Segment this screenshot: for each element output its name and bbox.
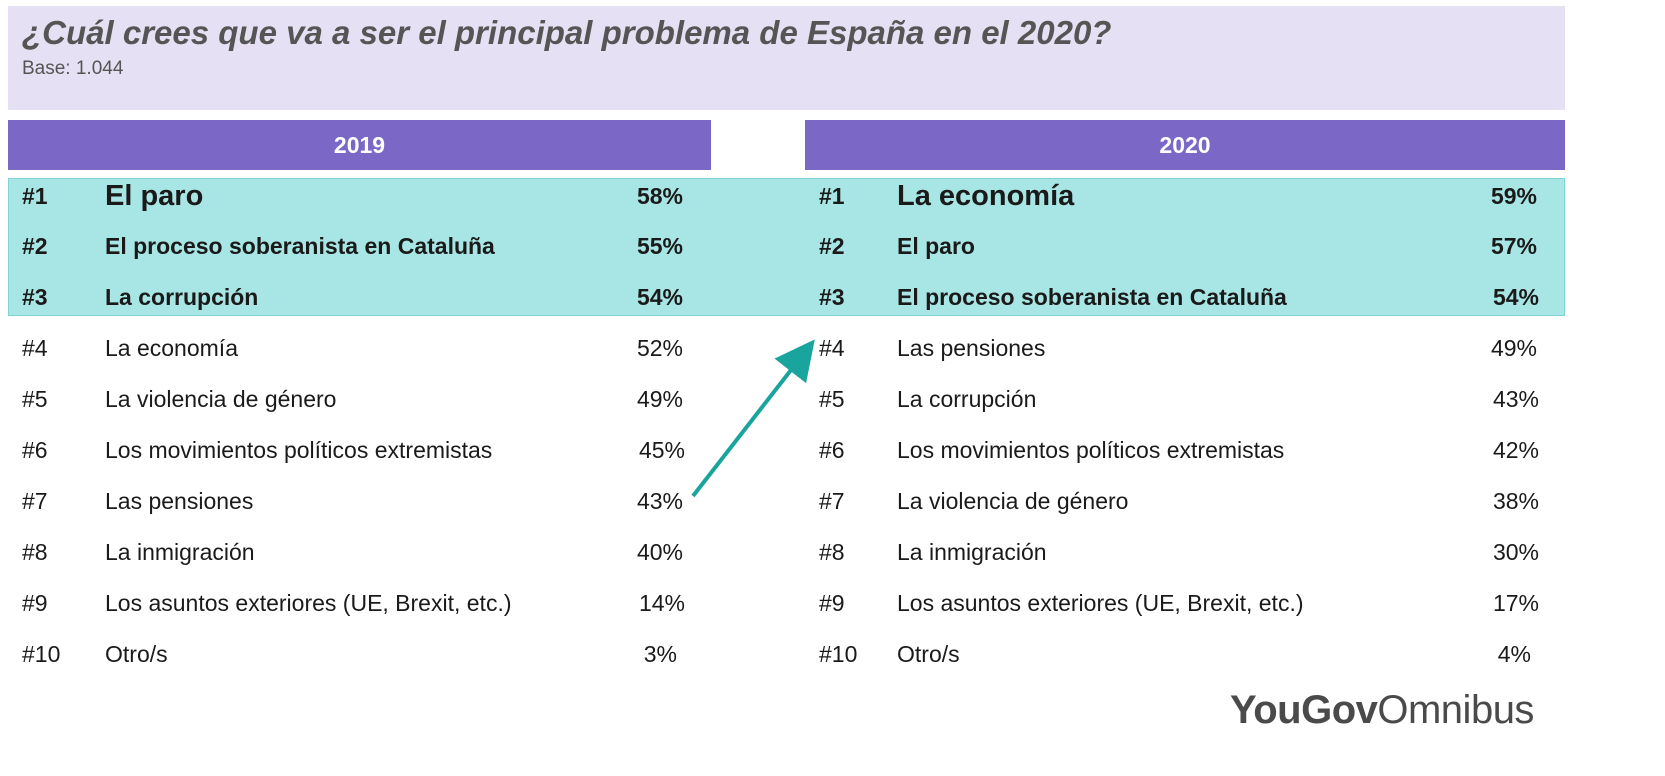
- chart-title: ¿Cuál crees que va a ser el principal pr…: [22, 14, 1112, 51]
- rank-label: #6: [819, 437, 845, 463]
- problem-label: La violencia de género: [105, 386, 337, 412]
- rank-label: #3: [22, 284, 48, 310]
- rank-label: #1: [22, 183, 48, 209]
- rank-label: #10: [819, 641, 858, 667]
- percentage-value: 54%: [636, 284, 683, 310]
- percentage-value: 54%: [1492, 284, 1539, 310]
- rank-label: #10: [22, 641, 61, 667]
- rank-label: #8: [819, 539, 845, 565]
- rank-label: #5: [22, 386, 48, 412]
- percentage-value: 14%: [638, 590, 685, 616]
- rank-label: #8: [22, 539, 48, 565]
- percentage-value: 57%: [1490, 233, 1537, 259]
- percentage-value: 4%: [1497, 641, 1531, 667]
- rank-label: #9: [22, 590, 48, 616]
- problem-label: El paro: [105, 180, 204, 212]
- table-row: #2 El paro 57%: [0, 226, 1665, 266]
- problem-label: Otro/s: [105, 641, 168, 667]
- problem-label: La corrupción: [897, 386, 1037, 412]
- rank-label: #3: [819, 284, 845, 310]
- percentage-value: 49%: [636, 386, 683, 412]
- problem-label: El proceso soberanista en Cataluña: [105, 233, 495, 259]
- problem-label: El paro: [897, 233, 975, 259]
- pensiones-arrow: [691, 339, 815, 498]
- problem-label: Las pensiones: [897, 335, 1046, 361]
- title-banner: ¿Cuál crees que va a ser el principal pr…: [8, 6, 1565, 110]
- percentage-value: 45%: [638, 437, 685, 463]
- table-row: #5 La violencia de género 49%: [0, 379, 1665, 419]
- rank-label: #4: [22, 335, 48, 361]
- rank-label: #5: [819, 386, 845, 412]
- table-row: #4 Las pensiones 49%: [0, 328, 1665, 368]
- percentage-value: 52%: [636, 335, 683, 361]
- table-row: #5 La corrupción 43%: [0, 379, 1665, 419]
- logo-part-omnibus: Omnibus: [1377, 688, 1534, 732]
- table-row: #8 La inmigración 30%: [0, 532, 1665, 572]
- table-row: #6 Los movimientos políticos extremistas 4…: [0, 430, 1665, 470]
- table-row: #2 El proceso soberanista en Cataluña 55%: [0, 226, 1665, 266]
- rank-label: #4: [819, 335, 845, 361]
- yougov-omnibus-logo: YouGovOmnibus: [1230, 688, 1534, 733]
- problem-label: Otro/s: [897, 641, 960, 667]
- problem-label: La economía: [105, 335, 238, 361]
- chart-subtitle: Base: 1.044: [22, 58, 124, 79]
- table-row: #7 La violencia de género 38%: [0, 481, 1665, 521]
- percentage-value: 59%: [1490, 183, 1537, 209]
- table-row: #6 Los movimientos políticos extremistas 4…: [0, 430, 1665, 470]
- rank-label: #7: [819, 488, 845, 514]
- problem-label: La inmigración: [105, 539, 255, 565]
- table-row: #1 La economía 59%: [0, 176, 1665, 216]
- rank-label: #1: [819, 183, 845, 209]
- percentage-value: 17%: [1492, 590, 1539, 616]
- problem-label: Los movimientos políticos extremistas: [897, 437, 1285, 463]
- percentage-value: 43%: [1492, 386, 1539, 412]
- percentage-value: 3%: [643, 641, 677, 667]
- problem-label: La economía: [897, 180, 1075, 212]
- percentage-value: 58%: [636, 183, 683, 209]
- rank-label: #7: [22, 488, 48, 514]
- table-row: #7 Las pensiones 43%: [0, 481, 1665, 521]
- problem-label: La corrupción: [105, 284, 259, 310]
- percentage-value: 38%: [1492, 488, 1539, 514]
- percentage-value: 42%: [1492, 437, 1539, 463]
- table-row: #1 El paro 58%: [0, 176, 1665, 216]
- rank-label: #2: [22, 233, 48, 259]
- problem-label: Los asuntos exteriores (UE, Brexit, etc.…: [897, 590, 1304, 616]
- problem-label: Los asuntos exteriores (UE, Brexit, etc.…: [105, 590, 512, 616]
- table-row: #10 Otro/s 3%: [0, 634, 1665, 674]
- rank-label: #9: [819, 590, 845, 616]
- rank-label: #6: [22, 437, 48, 463]
- percentage-value: 40%: [636, 539, 683, 565]
- table-row: #10 Otro/s 4%: [0, 634, 1665, 674]
- problem-label: Las pensiones: [105, 488, 254, 514]
- percentage-value: 49%: [1490, 335, 1537, 361]
- table-row: #9 Los asuntos exteriores (UE, Brexit, et…: [0, 583, 1665, 623]
- rank-label: #2: [819, 233, 845, 259]
- percentage-value: 43%: [636, 488, 683, 514]
- percentage-value: 30%: [1492, 539, 1539, 565]
- problem-label: Los movimientos políticos extremistas: [105, 437, 493, 463]
- logo-part-yougov: YouGov: [1230, 688, 1378, 732]
- problem-label: El proceso soberanista en Cataluña: [897, 284, 1287, 310]
- table-row: #3 El proceso soberanista en Cataluña 54%: [0, 277, 1665, 317]
- year-header-2019: 2019: [8, 120, 711, 170]
- table-row: #4 La economía 52%: [0, 328, 1665, 368]
- table-row: #3 La corrupción 54%: [0, 277, 1665, 317]
- table-row: #9 Los asuntos exteriores (UE, Brexit, et…: [0, 583, 1665, 623]
- problem-label: La inmigración: [897, 539, 1047, 565]
- top-three-highlight: [8, 178, 1565, 316]
- table-row: #8 La inmigración 40%: [0, 532, 1665, 572]
- problem-label: La violencia de género: [897, 488, 1129, 514]
- percentage-value: 55%: [636, 233, 683, 259]
- year-header-2020: 2020: [805, 120, 1565, 170]
